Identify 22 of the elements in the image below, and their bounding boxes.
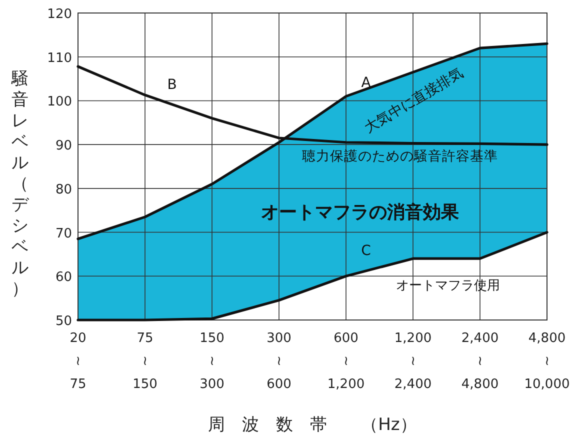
annotation: B bbox=[167, 76, 177, 93]
y-tick-label: 100 bbox=[47, 94, 72, 110]
x-tick-label: 75 ≀ 150 bbox=[132, 331, 158, 392]
x-tick-label: 1,200 ≀ 2,400 bbox=[394, 331, 432, 392]
x-tick-label: 4,800 ≀ 10,000 bbox=[524, 331, 570, 392]
annotation: A bbox=[361, 74, 372, 91]
y-tick-label: 90 bbox=[55, 138, 72, 154]
y-tick-label: 70 bbox=[55, 226, 72, 242]
x-tick-label: 150 ≀ 300 bbox=[200, 331, 224, 392]
annotation: C bbox=[361, 242, 372, 259]
y-tick-label: 50 bbox=[55, 314, 72, 329]
y-tick-label: 80 bbox=[55, 182, 72, 198]
x-axis-title: 周 波 数 帯 （Hz） bbox=[208, 415, 417, 435]
x-tick-label: 2,400 ≀ 4,800 bbox=[461, 331, 499, 392]
y-tick-label: 120 bbox=[47, 7, 72, 22]
x-tick-label: 600 ≀ 1,200 bbox=[327, 331, 365, 392]
text: 騒音レベル（デシベル） bbox=[12, 69, 28, 299]
y-tick-label: 60 bbox=[55, 270, 72, 286]
x-tick-label: 20 ≀ 75 bbox=[70, 331, 86, 392]
line-series bbox=[76, 230, 548, 322]
y-tick-label: 110 bbox=[47, 50, 72, 66]
x-tick-label: 300 ≀ 600 bbox=[266, 331, 292, 392]
